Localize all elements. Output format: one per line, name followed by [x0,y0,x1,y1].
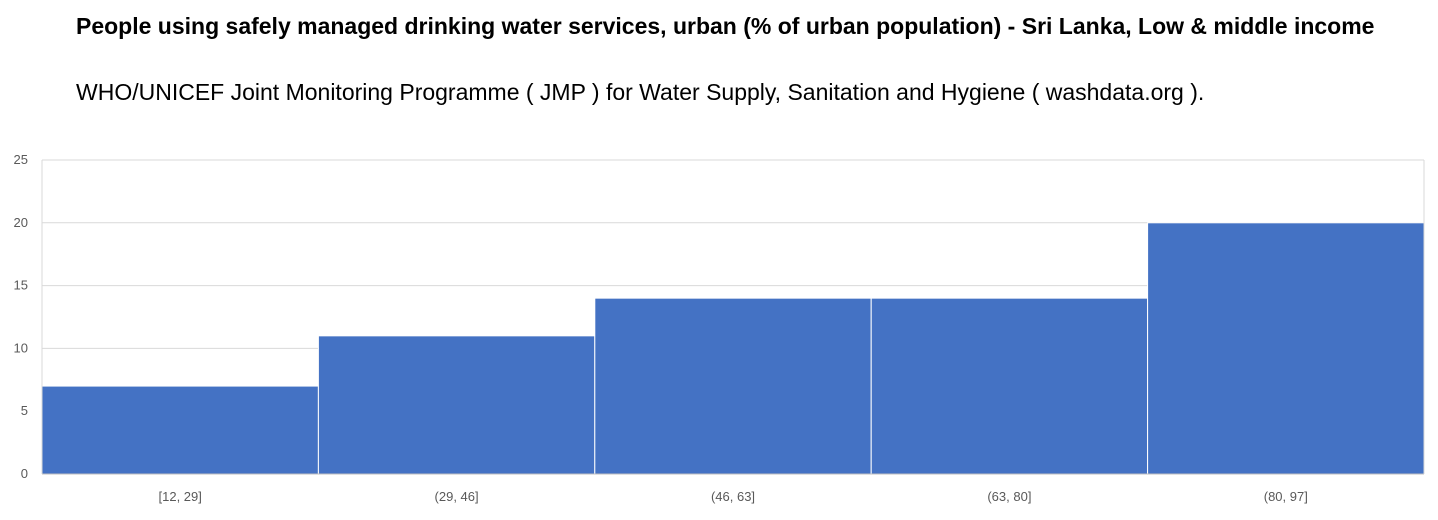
bar [1147,222,1425,475]
y-tick-label: 25 [14,152,28,167]
bar [41,385,319,475]
x-tick-label: (29, 46] [435,489,479,504]
axes [41,160,1425,475]
x-tick-label: (80, 97] [1264,489,1308,504]
x-tick-label: (63, 80] [987,489,1031,504]
bar [317,335,596,475]
y-tick-label: 15 [14,278,28,293]
bar [594,297,872,475]
x-tick-label: (46, 63] [711,489,755,504]
y-tick-labels: 0 5 10 15 20 25 [14,152,28,481]
y-tick-label: 20 [14,215,28,230]
y-tick-label: 0 [21,466,28,481]
x-tick-labels: [12, 29] (29, 46] (46, 63] (63, 80] (80, 97] [159,489,1308,504]
y-tick-label: 5 [21,403,28,418]
y-tick-label: 10 [14,340,28,355]
bars [41,222,1425,475]
chart-title: People using safely managed drinking wat… [76,13,1375,39]
bar [870,297,1149,475]
x-tick-label: [12, 29] [159,489,202,504]
chart-subtitle: WHO/UNICEF Joint Monitoring Programme ( … [76,79,1205,105]
